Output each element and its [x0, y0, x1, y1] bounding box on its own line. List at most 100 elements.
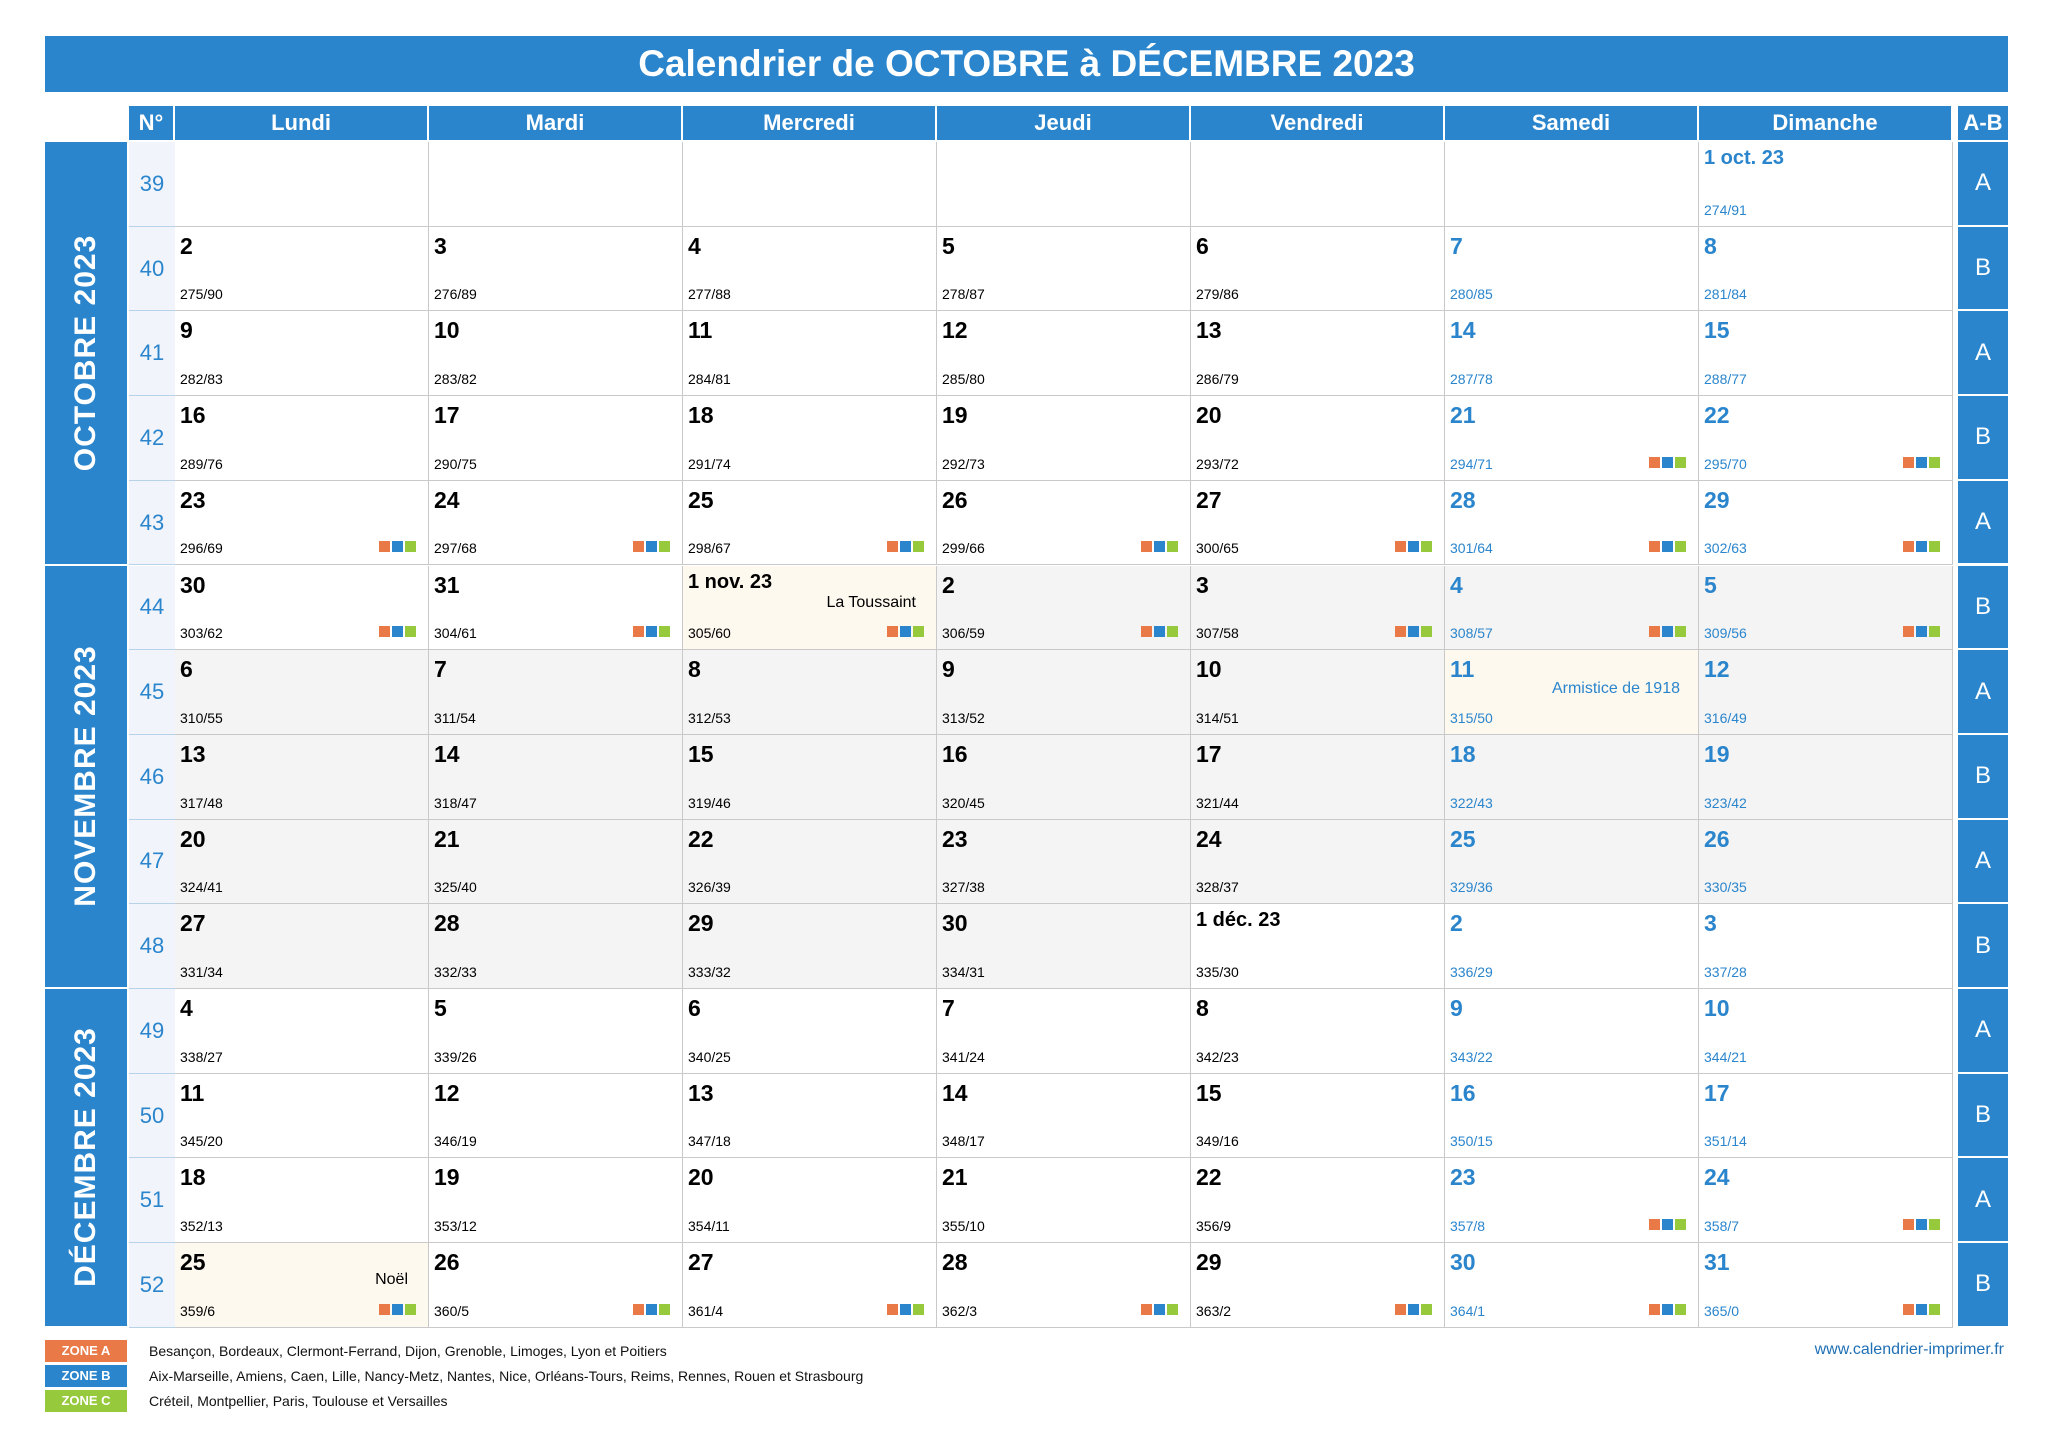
day-cell[interactable]: 15 288/77 — [1699, 311, 1953, 397]
day-cell[interactable]: 24 358/7 — [1699, 1158, 1953, 1244]
day-cell[interactable]: 9 282/83 — [175, 311, 429, 397]
day-cell[interactable]: 15 319/46 — [683, 734, 937, 820]
day-cell[interactable]: 9 343/22 — [1445, 989, 1699, 1074]
day-cell[interactable]: 14 287/78 — [1445, 311, 1699, 397]
day-cell[interactable]: 20 324/41 — [175, 819, 429, 905]
day-cell[interactable]: 10 283/82 — [429, 311, 683, 397]
day-cell[interactable]: 26 360/5 — [429, 1243, 683, 1328]
day-cell[interactable]: 25 359/6 Noël — [175, 1243, 429, 1328]
day-cell[interactable]: 7 311/54 — [429, 650, 683, 735]
day-cell[interactable]: 11 315/50 Armistice de 1918 — [1445, 650, 1699, 735]
day-cell[interactable]: 22 356/9 — [1191, 1158, 1445, 1244]
day-cell[interactable]: 19 353/12 — [429, 1158, 683, 1244]
day-cell[interactable]: 23 296/69 — [175, 480, 429, 566]
zone-legend: ZONE A Besançon, Bordeaux, Clermont-Ferra… — [45, 1338, 863, 1413]
day-cell[interactable]: 8 281/84 — [1699, 226, 1953, 312]
day-cell[interactable]: 16 289/76 — [175, 396, 429, 481]
day-cell[interactable]: 31 304/61 — [429, 565, 683, 651]
day-cell[interactable]: 17 321/44 — [1191, 734, 1445, 820]
day-cell[interactable]: 21 325/40 — [429, 819, 683, 905]
day-cell[interactable]: 13 347/18 — [683, 1073, 937, 1159]
day-cell[interactable]: 18 291/74 — [683, 396, 937, 481]
website-link[interactable]: www.calendrier-imprimer.fr — [1814, 1341, 2004, 1358]
day-cell[interactable]: 23 327/38 — [937, 819, 1191, 905]
day-cell[interactable]: 7 280/85 — [1445, 226, 1699, 312]
day-cell[interactable]: 2 306/59 — [937, 565, 1191, 651]
day-cell[interactable]: 29 333/32 — [683, 904, 937, 989]
day-cell[interactable]: 26 299/66 — [937, 480, 1191, 566]
day-cell[interactable]: 13 286/79 — [1191, 311, 1445, 397]
day-cell[interactable]: 4 308/57 — [1445, 565, 1699, 651]
day-cell[interactable]: 17 290/75 — [429, 396, 683, 481]
day-cell[interactable]: 1 oct. 23 274/91 — [1699, 142, 1953, 227]
day-cell[interactable]: 28 362/3 — [937, 1243, 1191, 1328]
day-cell[interactable]: 20 293/72 — [1191, 396, 1445, 481]
day-cell[interactable]: 6 310/55 — [175, 650, 429, 735]
day-cell[interactable]: 1 nov. 23 305/60 La Toussaint — [683, 565, 937, 651]
day-cell[interactable]: 27 300/65 — [1191, 480, 1445, 566]
day-cell[interactable]: 14 318/47 — [429, 734, 683, 820]
day-cell[interactable]: 16 320/45 — [937, 734, 1191, 820]
day-cell[interactable]: 4 277/88 — [683, 226, 937, 312]
day-number: 8 — [1704, 232, 1717, 259]
day-cell[interactable]: 3 337/28 — [1699, 904, 1953, 989]
day-cell[interactable]: 27 361/4 — [683, 1243, 937, 1328]
day-cell[interactable]: 18 352/13 — [175, 1158, 429, 1244]
day-cell[interactable]: 30 364/1 — [1445, 1243, 1699, 1328]
day-cell[interactable]: 10 344/21 — [1699, 989, 1953, 1074]
day-cell[interactable]: 12 316/49 — [1699, 650, 1953, 735]
day-cell[interactable]: 21 355/10 — [937, 1158, 1191, 1244]
day-cell[interactable]: 31 365/0 — [1699, 1243, 1953, 1328]
day-cell[interactable]: 5 339/26 — [429, 989, 683, 1074]
day-cell[interactable]: 19 323/42 — [1699, 734, 1953, 820]
day-cell[interactable]: 19 292/73 — [937, 396, 1191, 481]
day-cell[interactable]: 18 322/43 — [1445, 734, 1699, 820]
day-of-year: 306/59 — [942, 625, 985, 642]
day-cell[interactable]: 9 313/52 — [937, 650, 1191, 735]
day-cell[interactable]: 17 351/14 — [1699, 1073, 1953, 1159]
day-cell[interactable]: 25 298/67 — [683, 480, 937, 566]
day-cell[interactable]: 14 348/17 — [937, 1073, 1191, 1159]
day-cell[interactable]: 13 317/48 — [175, 734, 429, 820]
day-cell[interactable]: 12 285/80 — [937, 311, 1191, 397]
day-number: 15 — [688, 740, 714, 767]
day-cell[interactable]: 3 307/58 — [1191, 565, 1445, 651]
day-cell[interactable]: 30 334/31 — [937, 904, 1191, 989]
day-cell[interactable]: 28 332/33 — [429, 904, 683, 989]
day-cell[interactable]: 21 294/71 — [1445, 396, 1699, 481]
day-cell[interactable]: 5 309/56 — [1699, 565, 1953, 651]
day-cell[interactable]: 8 342/23 — [1191, 989, 1445, 1074]
day-cell[interactable]: 23 357/8 — [1445, 1158, 1699, 1244]
day-cell[interactable]: 27 331/34 — [175, 904, 429, 989]
day-cell[interactable]: 6 279/86 — [1191, 226, 1445, 312]
day-cell[interactable]: 24 328/37 — [1191, 819, 1445, 905]
day-cell[interactable]: 28 301/64 — [1445, 480, 1699, 566]
day-cell[interactable]: 11 284/81 — [683, 311, 937, 397]
day-cell[interactable]: 5 278/87 — [937, 226, 1191, 312]
day-cell[interactable]: 2 275/90 — [175, 226, 429, 312]
day-cell[interactable]: 16 350/15 — [1445, 1073, 1699, 1159]
day-cell[interactable]: 2 336/29 — [1445, 904, 1699, 989]
day-cell[interactable]: 22 295/70 — [1699, 396, 1953, 481]
day-cell[interactable]: 8 312/53 — [683, 650, 937, 735]
day-cell[interactable]: 3 276/89 — [429, 226, 683, 312]
day-cell[interactable]: 10 314/51 — [1191, 650, 1445, 735]
day-cell[interactable]: 1 déc. 23 335/30 — [1191, 904, 1445, 989]
day-cell[interactable]: 25 329/36 — [1445, 819, 1699, 905]
holiday-name: La Toussaint — [826, 593, 916, 611]
day-cell[interactable]: 29 363/2 — [1191, 1243, 1445, 1328]
day-cell[interactable]: 30 303/62 — [175, 565, 429, 651]
day-cell[interactable]: 29 302/63 — [1699, 480, 1953, 566]
day-cell[interactable]: 15 349/16 — [1191, 1073, 1445, 1159]
day-cell[interactable]: 12 346/19 — [429, 1073, 683, 1159]
day-cell[interactable]: 7 341/24 — [937, 989, 1191, 1074]
day-cell[interactable]: 22 326/39 — [683, 819, 937, 905]
day-cell[interactable]: 11 345/20 — [175, 1073, 429, 1159]
day-cell[interactable]: 26 330/35 — [1699, 819, 1953, 905]
day-number: 22 — [688, 825, 714, 852]
day-cell[interactable]: 6 340/25 — [683, 989, 937, 1074]
day-number: 18 — [180, 1164, 206, 1191]
day-cell[interactable]: 4 338/27 — [175, 989, 429, 1074]
day-cell[interactable]: 20 354/11 — [683, 1158, 937, 1244]
day-cell[interactable]: 24 297/68 — [429, 480, 683, 566]
